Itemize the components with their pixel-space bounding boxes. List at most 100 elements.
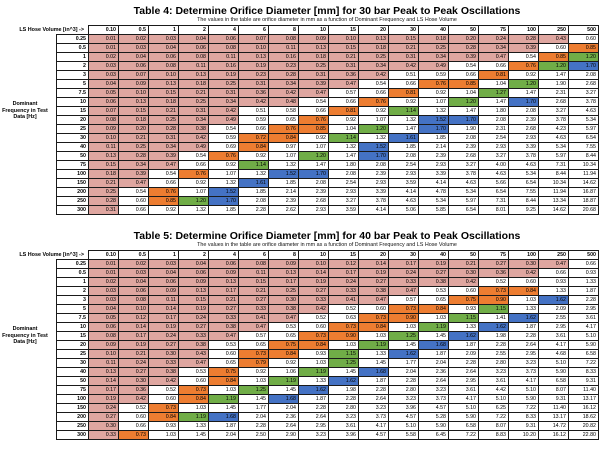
orifice-diameter-cell: 2.39 [298,187,329,197]
orifice-diameter-cell: 1.68 [418,340,449,350]
orifice-diameter-cell: 1.45 [328,367,359,377]
table-row: 150 0.21 0.47 0.66 0.92 1.32 1.61 1.85 2.08 2.54 2… [56,178,599,188]
orifice-diameter-cell: 0.72 [238,133,269,143]
table4-title: Table 4: Determine Orifice Diameter [mm]… [133,5,521,17]
orifice-diameter-cell: 2.93 [328,187,359,197]
orifice-diameter-cell: 16.12 [538,430,569,440]
orifice-diameter-cell: 0.52 [328,304,359,314]
column-header-volume: 6 [238,25,269,35]
orifice-diameter-cell: 0.60 [118,196,149,206]
orifice-diameter-cell: 3.61 [478,376,509,386]
column-header-volume: 20 [358,250,389,260]
orifice-diameter-cell: 3.73 [358,412,389,422]
orifice-diameter-cell: 1.33 [568,277,599,287]
orifice-diameter-cell: 0.25 [268,286,299,296]
orifice-diameter-cell: 4.57 [388,412,419,422]
orifice-diameter-cell: 2.64 [358,394,389,404]
orifice-diameter-cell: 0.18 [118,115,149,125]
orifice-diameter-cell: 2.04 [268,403,299,413]
orifice-diameter-cell: 0.16 [208,61,239,71]
orifice-diameter-cell: 0.47 [268,313,299,323]
frequency-axis-label-line: Dominant [12,101,38,107]
orifice-diameter-cell: 0.84 [358,322,389,332]
column-header-volume: 250 [538,250,569,260]
orifice-diameter-cell: 2.95 [508,349,539,359]
orifice-diameter-cell: 2.28 [328,394,359,404]
orifice-diameter-cell: 5.28 [418,412,449,422]
table-row: 20 0.08 0.18 0.25 0.34 0.49 0.59 0.65 0.76 0.92 1.… [56,115,599,125]
table-row: 0.5 0.01 0.03 0.04 0.06 0.09 0.11 0.13 0.14 0.17 0… [56,268,599,278]
orifice-diameter-cell: 8.44 [508,196,539,206]
column-header-volume: 4 [208,25,239,35]
orifice-diameter-cell: 1.03 [148,430,179,440]
orifice-table-30bar: 0.10 0.5 1 2 4 6 8 10 15 20 30 40 50 75 100 250 500 0.25 0… [56,25,599,215]
orifice-diameter-cell: 0.24 [148,331,179,341]
orifice-diameter-cell: 0.93 [538,277,569,287]
orifice-diameter-cell: 1.04 [328,124,359,134]
table-row: 1 0.02 0.04 0.06 0.08 0.11 0.13 0.16 0.18 0.21 0.2… [56,52,599,62]
orifice-diameter-cell: 9.31 [508,421,539,431]
orifice-diameter-cell: 0.24 [328,277,359,287]
column-header-volume: 8 [268,25,299,35]
row-header-frequency: 150 [56,178,89,188]
orifice-diameter-cell: 0.19 [238,61,269,71]
orifice-diameter-cell: 0.66 [178,160,209,170]
orifice-diameter-cell: 1.20 [298,151,329,161]
orifice-diameter-cell: 0.17 [268,277,299,287]
orifice-diameter-cell: 0.28 [448,43,479,53]
orifice-diameter-cell: 1.33 [448,322,479,332]
frequency-axis-label: Dominant Frequency in Test Data [Hz] [0,326,51,346]
orifice-diameter-cell: 1.45 [358,358,389,368]
orifice-diameter-cell: 0.06 [178,43,209,53]
orifice-diameter-cell: 0.21 [148,106,179,116]
orifice-diameter-cell: 0.33 [208,313,239,323]
orifice-diameter-cell: 0.28 [268,70,299,80]
orifice-diameter-cell: 1.14 [388,106,419,116]
orifice-diameter-cell: 0.24 [178,313,209,323]
orifice-diameter-cell: 0.31 [88,205,119,215]
orifice-diameter-cell: 1.32 [388,115,419,125]
column-header-volume: 8 [268,250,299,260]
orifice-diameter-cell: 0.41 [238,313,269,323]
frequency-axis-label-line: Data [Hz] [13,114,37,120]
orifice-diameter-cell: 0.13 [238,52,269,62]
orifice-diameter-cell: 1.90 [538,79,569,89]
orifice-diameter-cell: 1.70 [448,115,479,125]
orifice-diameter-cell: 0.06 [178,268,209,278]
column-header-volume: 500 [568,250,599,260]
orifice-diameter-cell: 1.07 [268,151,299,161]
orifice-diameter-cell: 5.90 [448,412,479,422]
orifice-diameter-cell: 2.68 [508,124,539,134]
orifice-diameter-cell: 2.64 [418,376,449,386]
orifice-diameter-cell: 2.54 [328,178,359,188]
orifice-diameter-cell: 0.06 [208,34,239,44]
orifice-diameter-cell: 3.27 [328,196,359,206]
orifice-diameter-cell: 1.47 [478,97,509,107]
column-header-volume: 1 [148,250,179,260]
orifice-diameter-cell: 0.92 [268,358,299,368]
row-header-frequency: 3 [56,70,89,80]
orifice-diameter-cell: 1.19 [268,376,299,386]
orifice-diameter-cell: 0.27 [178,322,209,332]
orifice-diameter-cell: 0.14 [298,268,329,278]
orifice-diameter-cell: 0.66 [148,178,179,188]
orifice-diameter-cell: 2.28 [568,295,599,305]
orifice-diameter-cell: 0.14 [88,376,119,386]
orifice-diameter-cell: 4.63 [448,178,479,188]
orifice-diameter-cell: 0.04 [148,268,179,278]
orifice-diameter-cell: 1.03 [508,295,539,305]
orifice-diameter-cell: 0.60 [568,34,599,44]
orifice-diameter-cell: 0.54 [358,79,389,89]
orifice-diameter-cell: 0.73 [388,304,419,314]
orifice-diameter-cell: 0.08 [118,295,149,305]
orifice-diameter-cell: 2.08 [328,169,359,179]
volume-axis-label: LS Hose Volume [in^3] -> [19,27,84,33]
orifice-diameter-cell: 0.34 [208,97,239,107]
orifice-diameter-cell: 0.34 [118,160,149,170]
orifice-diameter-cell: 7.22 [478,412,509,422]
orifice-diameter-cell: 3.23 [388,394,419,404]
orifice-diameter-cell: 0.03 [148,259,179,269]
orifice-diameter-cell: 0.42 [238,97,269,107]
orifice-diameter-cell: 2.28 [238,421,269,431]
table-row: 300 0.33 0.73 1.03 1.45 2.04 2.50 2.90 3.23 3.96 4… [56,430,599,440]
